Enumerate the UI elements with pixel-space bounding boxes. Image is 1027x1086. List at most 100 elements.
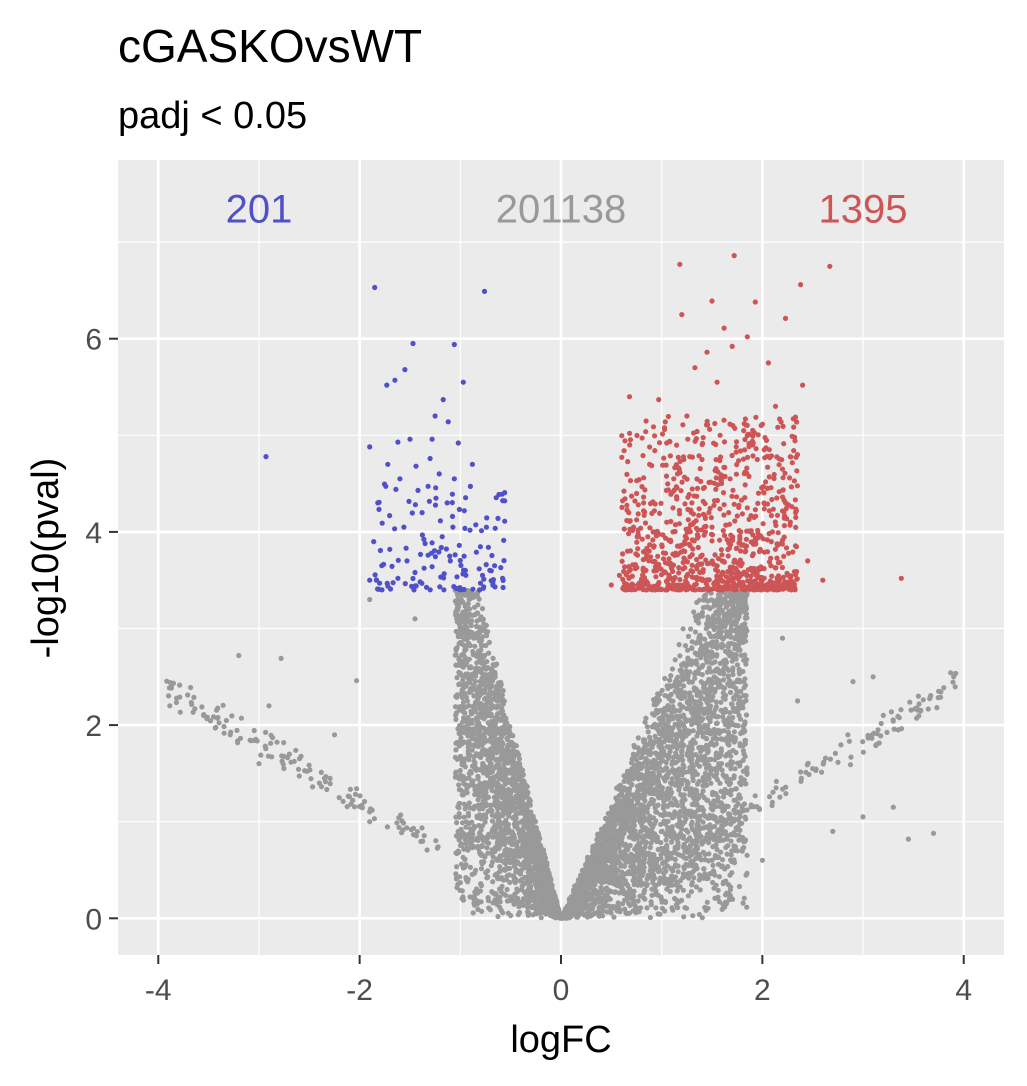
point-ns [679, 792, 685, 799]
point-ns [496, 783, 503, 789]
point-ns [724, 762, 731, 768]
point-ns [701, 593, 707, 600]
point-ns [716, 730, 722, 737]
point-ns [710, 643, 716, 650]
point-ns [640, 846, 646, 853]
point-ns [685, 655, 691, 661]
point-ns [518, 834, 524, 840]
point-ns [516, 799, 522, 806]
point-ns [535, 876, 541, 883]
point-ns [688, 750, 694, 756]
point-ns [528, 824, 534, 830]
point-ns [743, 638, 749, 644]
point-ns [462, 864, 468, 870]
point-ns [453, 612, 459, 618]
point-ns [680, 722, 687, 728]
point-ns [620, 886, 626, 893]
point-ns [705, 749, 711, 756]
point-ns [523, 793, 529, 800]
point-ns [716, 616, 722, 622]
point-ns [457, 670, 463, 676]
point-ns [461, 814, 467, 820]
point-ns [695, 818, 701, 824]
point-ns [692, 629, 699, 635]
point-ns [614, 795, 620, 802]
point-ns [629, 756, 635, 762]
point-ns [718, 601, 724, 607]
point-ns [498, 717, 504, 723]
point-ns [474, 660, 480, 666]
point-ns [737, 647, 743, 653]
point-ns [488, 807, 494, 813]
point-ns [708, 669, 714, 675]
point-ns [655, 727, 661, 733]
point-ns [730, 747, 736, 754]
point-ns [729, 848, 735, 854]
point-ns [514, 839, 521, 845]
point-ns [720, 837, 726, 843]
point-ns [460, 664, 466, 670]
point-ns [524, 859, 530, 865]
point-ns [465, 813, 472, 819]
point-ns [665, 769, 672, 775]
point-ns [682, 693, 688, 700]
point-ns [653, 905, 659, 911]
point-ns [462, 833, 468, 839]
point-ns [669, 789, 675, 796]
point-ns [670, 780, 677, 786]
point-ns [589, 875, 595, 881]
point-ns [484, 845, 490, 851]
point-ns [483, 728, 489, 734]
point-ns [670, 754, 677, 760]
point-ns [740, 834, 746, 841]
point-ns [674, 745, 680, 752]
point-ns [646, 818, 652, 824]
point-ns [669, 761, 675, 767]
point-ns [568, 894, 574, 900]
point-ns [463, 824, 469, 830]
point-ns [691, 810, 697, 817]
point-ns [736, 794, 742, 800]
point-ns [648, 738, 654, 744]
point-ns [707, 815, 713, 821]
point-ns [631, 898, 637, 904]
point-ns [691, 875, 697, 881]
point-ns [635, 745, 641, 751]
point-ns [693, 752, 699, 758]
point-ns [454, 820, 460, 826]
point-ns [456, 704, 462, 710]
point-ns [587, 855, 593, 861]
point-ns [580, 897, 586, 903]
point-ns [645, 775, 652, 781]
point-ns [671, 741, 677, 747]
point-ns [682, 813, 688, 820]
point-ns [473, 673, 479, 679]
point-ns [729, 658, 735, 664]
point-ns [510, 806, 516, 812]
point-ns [696, 877, 702, 883]
point-ns [453, 740, 459, 746]
point-ns [719, 906, 725, 913]
point-ns [692, 847, 698, 853]
point-ns [647, 813, 653, 819]
point-ns [486, 639, 492, 646]
point-ns [638, 761, 644, 767]
point-ns [736, 837, 742, 843]
point-ns [467, 606, 473, 612]
point-ns [641, 814, 647, 820]
point-ns [647, 844, 653, 851]
point-ns [740, 742, 746, 749]
point-ns [475, 776, 481, 782]
point-ns [694, 692, 700, 699]
point-ns [669, 882, 675, 888]
point-ns [626, 900, 632, 906]
point-ns [628, 856, 634, 862]
point-ns [636, 783, 642, 789]
point-ns [720, 881, 726, 887]
point-ns [519, 810, 525, 816]
point-ns [667, 677, 673, 683]
point-ns [457, 625, 463, 631]
point-ns [507, 789, 513, 795]
point-ns [576, 888, 583, 894]
point-ns [694, 801, 700, 808]
